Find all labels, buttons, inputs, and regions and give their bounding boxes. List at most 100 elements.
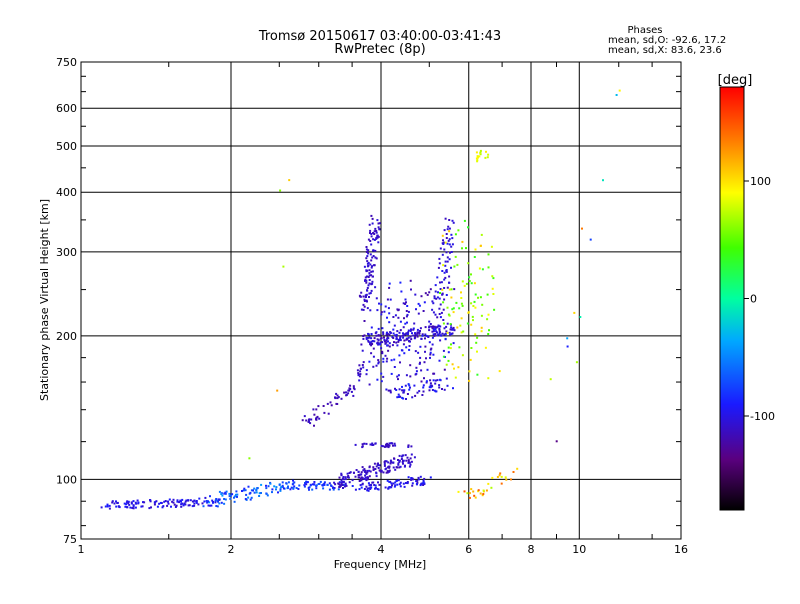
data-point	[472, 305, 475, 307]
data-point	[368, 296, 370, 298]
data-point	[459, 324, 462, 327]
data-point	[397, 462, 400, 465]
data-point	[473, 256, 476, 258]
data-point	[399, 485, 402, 488]
y-tick-label: 500	[56, 140, 77, 153]
data-point	[358, 375, 361, 378]
data-point	[439, 378, 441, 381]
data-point	[293, 481, 296, 484]
data-point	[369, 253, 372, 256]
data-point	[457, 229, 460, 232]
x-axis-label: Frequency [MHz]	[334, 558, 426, 571]
data-point	[337, 488, 340, 491]
data-point	[366, 487, 369, 490]
data-point	[377, 226, 380, 229]
data-point	[375, 465, 378, 468]
data-point	[429, 384, 432, 387]
data-point	[233, 495, 236, 498]
data-point	[407, 336, 410, 339]
data-point	[474, 293, 477, 296]
data-point	[281, 481, 284, 484]
data-point	[422, 484, 425, 486]
data-point	[419, 361, 421, 364]
data-point	[368, 292, 371, 295]
data-point	[309, 422, 312, 425]
data-point	[452, 307, 455, 310]
data-point	[477, 156, 479, 159]
data-point	[450, 328, 453, 331]
data-point	[426, 368, 429, 371]
data-point	[343, 391, 346, 394]
data-point	[348, 389, 351, 392]
data-point	[265, 492, 268, 495]
data-point	[391, 484, 393, 487]
data-point	[378, 464, 381, 467]
data-point	[392, 461, 395, 464]
data-point	[491, 287, 494, 290]
data-point	[335, 392, 338, 395]
data-point	[374, 256, 377, 259]
data-point	[436, 316, 439, 319]
data-point	[407, 460, 410, 463]
data-point	[383, 445, 386, 448]
data-point	[218, 502, 221, 505]
data-point	[370, 243, 373, 246]
stats-o-line: mean, sd,O: -92.6, 17.2	[608, 35, 726, 46]
data-point	[380, 311, 383, 314]
data-point	[388, 342, 391, 345]
data-point	[405, 374, 408, 377]
colorbar-ticks: 100 0 -100	[744, 175, 775, 423]
data-point	[488, 329, 490, 332]
data-point	[416, 334, 419, 337]
data-point	[377, 467, 380, 469]
data-point	[368, 469, 371, 472]
data-point	[377, 362, 380, 365]
data-point	[442, 243, 445, 245]
data-point	[369, 343, 372, 346]
data-point	[474, 333, 477, 336]
data-point	[398, 459, 401, 462]
data-point	[181, 498, 184, 501]
data-point	[491, 476, 494, 479]
data-point	[377, 462, 379, 465]
data-point	[393, 457, 395, 460]
data-point	[376, 338, 379, 341]
data-point	[566, 345, 569, 348]
data-point	[510, 478, 512, 481]
data-point	[404, 322, 407, 325]
data-point	[470, 323, 473, 326]
data-point	[454, 233, 457, 236]
data-point	[385, 445, 388, 448]
data-point	[400, 458, 403, 460]
data-point	[390, 482, 393, 485]
data-point	[406, 313, 409, 316]
data-point	[370, 233, 373, 235]
data-point	[365, 295, 367, 298]
data-point	[215, 498, 218, 500]
data-point	[376, 309, 379, 312]
data-point	[407, 461, 410, 464]
data-point	[331, 486, 334, 489]
data-point	[368, 465, 371, 468]
data-point	[116, 502, 119, 504]
data-point	[395, 389, 398, 391]
data-point	[127, 502, 130, 505]
data-point	[271, 488, 274, 491]
data-point	[432, 311, 435, 314]
data-point	[431, 308, 434, 311]
data-point	[473, 282, 476, 285]
data-point	[399, 395, 402, 398]
data-point	[468, 492, 471, 495]
data-point	[369, 470, 372, 473]
data-point	[505, 478, 508, 481]
data-point	[414, 336, 417, 339]
data-point	[423, 301, 426, 304]
data-point	[415, 372, 418, 375]
data-point	[449, 334, 451, 337]
chart-title: Tromsø 20150617 03:40:00-03:41:43	[258, 29, 501, 44]
data-point	[408, 384, 411, 387]
data-point	[434, 390, 437, 393]
data-point	[382, 333, 385, 336]
data-point	[313, 481, 316, 483]
data-point	[460, 331, 463, 334]
